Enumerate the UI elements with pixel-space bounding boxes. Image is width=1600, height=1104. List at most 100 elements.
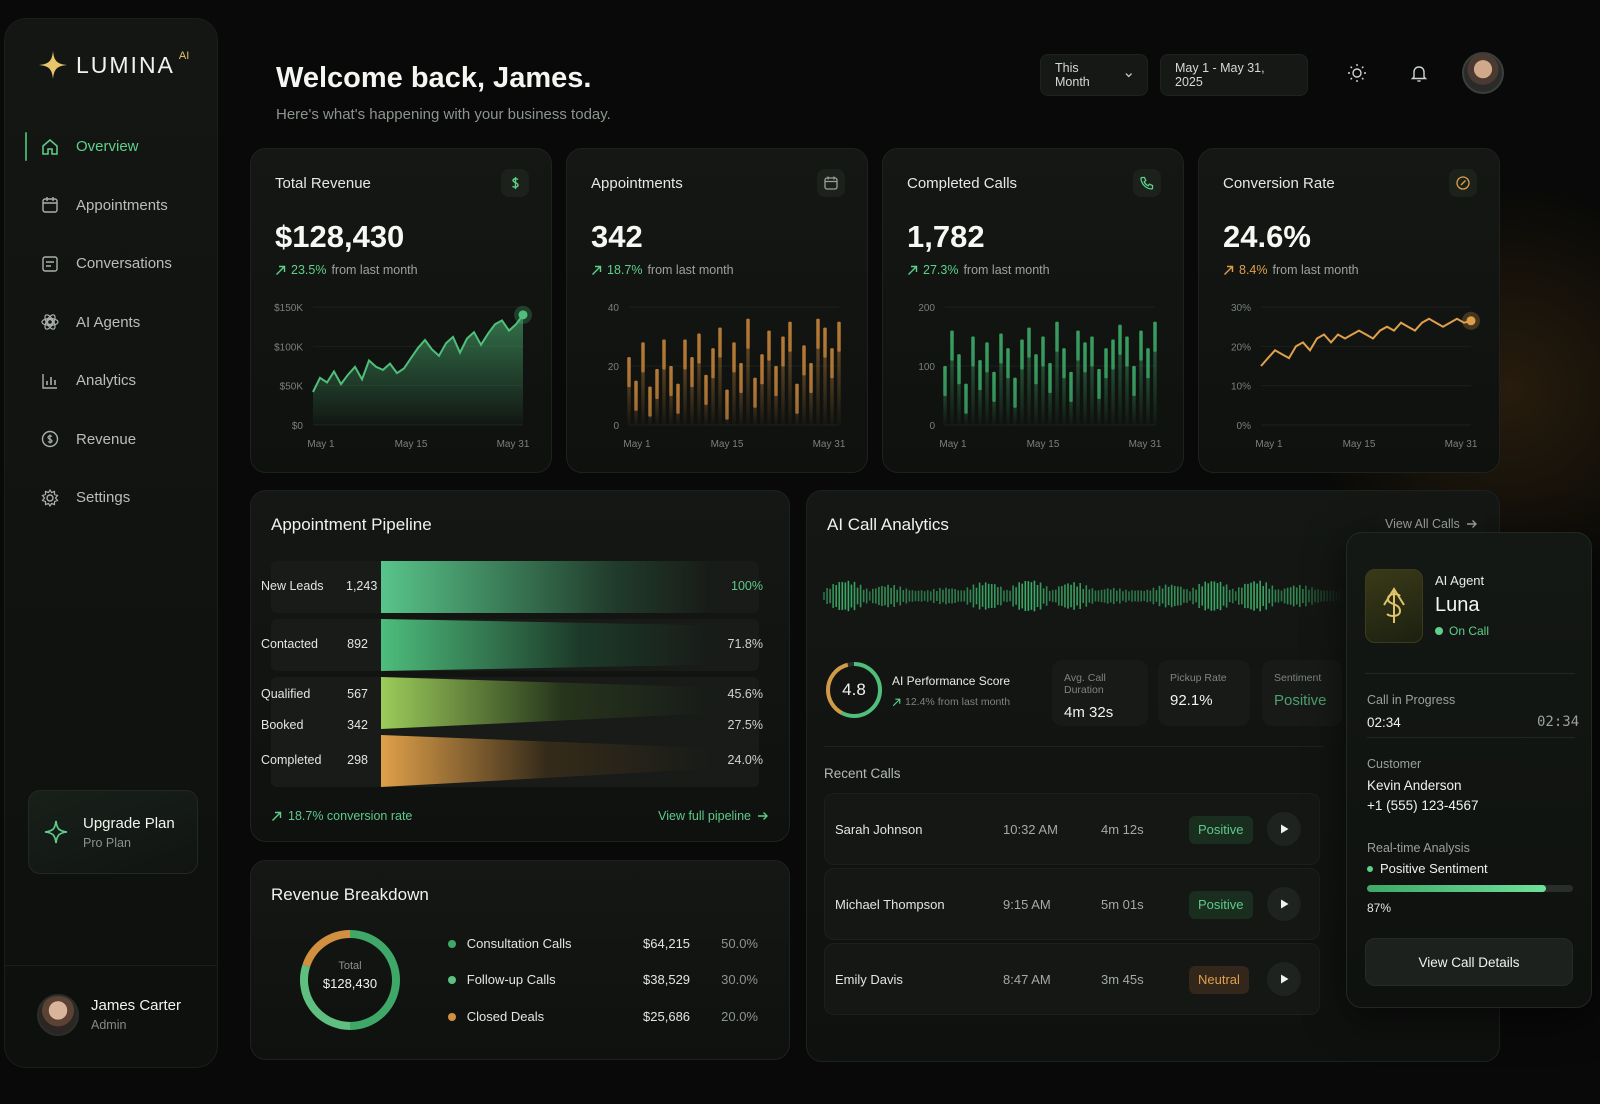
view-full-pipeline-link[interactable]: View full pipeline [658, 809, 769, 823]
stat-pickup-rate: Pickup Rate 92.1% [1158, 660, 1250, 726]
bar-highlight [1139, 330, 1143, 361]
upgrade-plan-button[interactable]: Upgrade Plan Pro Plan [28, 790, 198, 874]
analysis-result: Positive Sentiment [1367, 861, 1488, 876]
breakdown-pct: 50.0% [721, 936, 758, 951]
trend-up-icon [272, 811, 282, 821]
sidebar-item-overview[interactable]: Overview [22, 128, 212, 165]
sentiment-badge: Neutral [1189, 966, 1249, 994]
view-call-details-button[interactable]: View Call Details [1365, 938, 1573, 986]
agent-name: Luna [1435, 594, 1480, 616]
theme-toggle-button[interactable] [1334, 50, 1380, 96]
user-profile[interactable]: James Carter Admin [4, 965, 218, 1063]
sidebar-item-label: Analytics [76, 372, 137, 389]
bar-highlight [1069, 371, 1073, 402]
call-duration: 5m 01s [1101, 897, 1144, 912]
play-button[interactable] [1267, 887, 1301, 921]
appointments-chart: 40 20 0 May 1 May 15 May 31 [608, 303, 846, 450]
donut-slice [349, 930, 400, 1030]
kpi-value: 342 [591, 219, 643, 254]
sidebar-item-settings[interactable]: Settings [22, 479, 212, 516]
legend-dot [448, 975, 456, 984]
sparkle-logo-icon [39, 51, 67, 79]
call-row[interactable]: Michael Thompson 9:15 AM 5m 01s Positive [824, 868, 1320, 940]
donut-total-value: $128,430 [322, 976, 378, 991]
kpi-delta: 23.5% from last month [275, 263, 418, 277]
analysis-pct: 87% [1367, 901, 1392, 915]
notifications-button[interactable] [1396, 50, 1442, 96]
bar-highlight [781, 336, 785, 367]
brand-logo[interactable]: LUMINA AI [38, 50, 193, 80]
score-delta-text: 12.4% from last month [905, 696, 1011, 708]
bar-highlight [704, 374, 708, 405]
bar-highlight [1076, 330, 1080, 361]
sidebar-item-analytics[interactable]: Analytics [22, 362, 212, 399]
sidebar-item-conversations[interactable]: Conversations [22, 245, 212, 282]
play-button[interactable] [1267, 962, 1301, 996]
donut-slice [300, 964, 351, 1030]
agent-status-text: On Call [1449, 624, 1490, 638]
kpi-delta-value: 18.7% [607, 263, 643, 277]
revenue-icon [41, 430, 59, 448]
sidebar [4, 18, 218, 1068]
bar-highlight [823, 327, 827, 358]
calendar-icon [817, 169, 845, 197]
x-tick-label: May 31 [813, 439, 846, 450]
bar-highlight [746, 318, 750, 349]
caller-name: Sarah Johnson [835, 822, 923, 837]
pipeline-funnel [251, 491, 791, 843]
bar-highlight [697, 333, 701, 364]
x-tick-label: May 1 [307, 439, 335, 450]
sidebar-item-label: Conversations [76, 255, 172, 272]
calls-chart: 200 100 0 May 1 May 15 May 31 [918, 303, 1162, 450]
ai-calls-title: AI Call Analytics [827, 515, 949, 534]
customer-phone: +1 (555) 123-4567 [1367, 798, 1479, 813]
call-row[interactable]: Emily Davis 8:47 AM 3m 45s Neutral [824, 943, 1320, 1015]
stage-pct: 45.6% [727, 687, 763, 701]
bar-highlight [1146, 348, 1150, 379]
kpi-value: $128,430 [275, 219, 405, 254]
period-value: This Month [1055, 61, 1090, 89]
stage-count: 567 [347, 687, 368, 701]
score-delta: 12.4% from last month [892, 696, 1010, 708]
x-tick-label: May 15 [711, 439, 744, 450]
kpi-title: Appointments [591, 175, 683, 192]
kpi-card-calls: Completed Calls 1,782 27.3% from last mo… [882, 148, 1184, 473]
sidebar-item-ai-agents[interactable]: AI Agents [22, 304, 212, 341]
endpoint-marker [518, 310, 528, 320]
breakdown-row: Closed Deals $25,686 20.0% [448, 1009, 758, 1024]
trend-up-icon [592, 265, 602, 275]
kpi-card-appointments: Appointments 342 18.7% from last month 4… [566, 148, 868, 473]
sidebar-item-label: Revenue [76, 430, 137, 448]
view-all-calls-link[interactable]: View All Calls [1377, 513, 1486, 535]
legend-dot [448, 939, 456, 948]
home-icon [42, 138, 58, 155]
ai-agent-panel: AI Agent Luna On Call Call in Progress 0… [1346, 532, 1592, 1008]
sidebar-item-appointments[interactable]: Appointments [22, 187, 212, 224]
bar-highlight [830, 348, 834, 379]
y-tick-label: 30% [1231, 303, 1251, 314]
bar-highlight [774, 366, 778, 396]
kpi-delta-value: 8.4% [1239, 263, 1268, 277]
donut-center: Total $128,430 [297, 960, 403, 991]
call-row[interactable]: Sarah Johnson 10:32 AM 4m 12s Positive [824, 793, 1320, 865]
customer-label: Customer [1367, 757, 1422, 771]
kpi-delta: 18.7% from last month [591, 263, 734, 277]
play-button[interactable] [1267, 812, 1301, 846]
date-range-picker[interactable]: May 1 - May 31, 2025 [1160, 54, 1308, 96]
ai-agents-icon [41, 314, 59, 330]
score-label: AI Performance Score [892, 674, 1011, 688]
conversion-chart: 30% 20% 10% 0%May 1 May 15 May 31 [1231, 303, 1480, 450]
bar-highlight [1118, 324, 1122, 355]
stat-label: Sentiment [1274, 672, 1322, 684]
period-dropdown[interactable]: This Month [1040, 54, 1148, 96]
y-tick-label: 10% [1231, 382, 1251, 393]
chevron-down-icon [1124, 73, 1132, 78]
bar-highlight [999, 333, 1003, 364]
analysis-label: Real-time Analysis [1367, 841, 1470, 855]
sidebar-item-revenue[interactable]: Revenue [22, 421, 212, 458]
stage-count: 342 [347, 718, 368, 732]
chat-icon [42, 255, 58, 272]
profile-avatar[interactable] [1462, 52, 1504, 94]
stage-pct: 24.0% [727, 753, 763, 767]
